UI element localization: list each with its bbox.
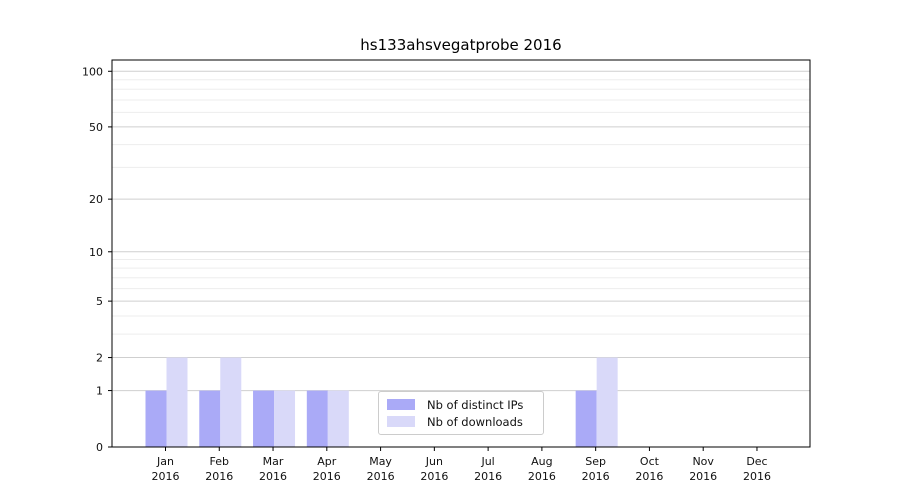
- legend: Nb of distinct IPs Nb of downloads: [378, 391, 544, 435]
- y-tick-label: 1: [96, 385, 103, 398]
- x-tick-label-month: Jun: [425, 455, 443, 468]
- y-tick-label: 50: [89, 121, 103, 134]
- x-tick-label-year: 2016: [152, 470, 180, 483]
- plot-border: [111, 59, 811, 448]
- x-tick-label-month: Oct: [640, 455, 660, 468]
- bar-nb-of-downloads-sep: [596, 357, 618, 447]
- x-tick-label-month: Feb: [210, 455, 229, 468]
- y-tick-label: 20: [89, 193, 103, 206]
- bar-nb-of-downloads-jan: [166, 357, 188, 447]
- y-tick-label: 0: [96, 441, 103, 454]
- x-tick-label-year: 2016: [367, 470, 395, 483]
- x-tick-label-year: 2016: [635, 470, 663, 483]
- x-tick-label-month: May: [369, 455, 392, 468]
- y-tick-label: 100: [82, 65, 103, 78]
- x-tick-label-month: Mar: [263, 455, 284, 468]
- x-tick-label-month: Aug: [531, 455, 552, 468]
- x-tick-label-year: 2016: [420, 470, 448, 483]
- x-tick-label-year: 2016: [474, 470, 502, 483]
- y-tick-label: 5: [96, 295, 103, 308]
- legend-item-downloads: Nb of downloads: [387, 415, 535, 429]
- legend-label-downloads: Nb of downloads: [427, 414, 523, 429]
- x-tick-label-year: 2016: [582, 470, 610, 483]
- x-tick-label-month: Sep: [585, 455, 606, 468]
- x-tick-label-month: Dec: [746, 455, 767, 468]
- x-tick-label-month: Jan: [156, 455, 174, 468]
- legend-label-distinct-ips: Nb of distinct IPs: [427, 397, 524, 412]
- bar-nb-of-distinct-ips-apr: [306, 390, 328, 447]
- x-tick-label-year: 2016: [313, 470, 341, 483]
- x-tick-label-year: 2016: [205, 470, 233, 483]
- legend-item-distinct-ips: Nb of distinct IPs: [387, 398, 535, 412]
- chart-title: hs133ahsvegatprobe 2016: [360, 36, 562, 54]
- bar-nb-of-distinct-ips-mar: [253, 390, 275, 447]
- y-tick-label: 10: [89, 246, 103, 259]
- legend-swatch-downloads-icon: [387, 416, 415, 427]
- bar-nb-of-downloads-mar: [274, 390, 296, 447]
- bar-nb-of-downloads-apr: [327, 390, 349, 447]
- bar-nb-of-distinct-ips-feb: [199, 390, 221, 447]
- y-tick-label: 2: [96, 352, 103, 365]
- x-tick-label-year: 2016: [689, 470, 717, 483]
- x-tick-label-month: Nov: [692, 455, 714, 468]
- x-tick-label-year: 2016: [259, 470, 287, 483]
- bar-nb-of-downloads-feb: [220, 357, 242, 447]
- x-tick-label-month: Apr: [317, 455, 337, 468]
- x-tick-label-year: 2016: [528, 470, 556, 483]
- bar-nb-of-distinct-ips-sep: [575, 390, 597, 447]
- legend-swatch-distinct-ips-icon: [387, 399, 415, 410]
- x-tick-label-month: Jul: [480, 455, 494, 468]
- x-tick-label-year: 2016: [743, 470, 771, 483]
- bar-nb-of-distinct-ips-jan: [145, 390, 167, 447]
